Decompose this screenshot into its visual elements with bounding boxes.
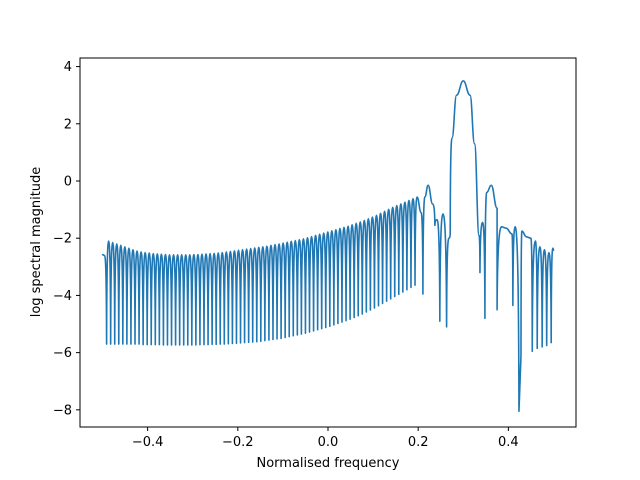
y-tick-label: −4 (53, 289, 72, 304)
y-tick-label: 0 (64, 175, 72, 190)
y-tick-label: −6 (53, 346, 72, 361)
y-tick-label: −2 (53, 232, 72, 247)
spectrum-line-series-0 (101, 80, 555, 413)
x-tick-label: −0.4 (132, 435, 164, 450)
x-tick-label: 0.0 (318, 435, 339, 450)
x-tick-label: 0.4 (498, 435, 519, 450)
x-axis-label: Normalised frequency (256, 456, 399, 471)
x-tick-label: −0.2 (222, 435, 254, 450)
y-tick-label: −8 (53, 403, 72, 418)
y-tick-label: 4 (64, 60, 72, 75)
y-tick-label: 2 (64, 117, 72, 132)
x-axis: −0.4 −0.2 0.0 0.2 0.4 (132, 427, 519, 450)
plot-layer (101, 80, 555, 413)
x-tick-label: 0.2 (408, 435, 429, 450)
y-axis: −8 −6 −4 −2 0 2 4 (53, 60, 80, 418)
y-axis-label: log spectral magnitude (29, 167, 44, 318)
